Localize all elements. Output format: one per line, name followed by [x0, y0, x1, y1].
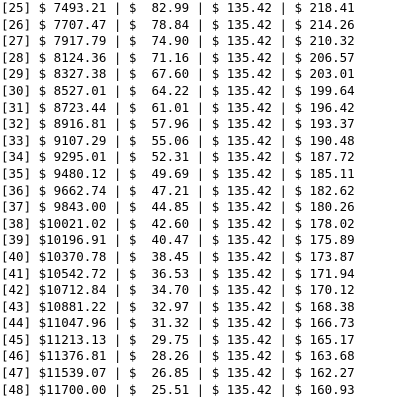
output-line: [35] $ 9480.12 | $ 49.69 | $ 135.42 | $ … [1, 165, 355, 181]
output-line: [37] $ 9843.00 | $ 44.85 | $ 135.42 | $ … [1, 199, 355, 215]
output-line: [41] $10542.72 | $ 36.53 | $ 135.42 | $ … [1, 265, 355, 281]
output-line: [30] $ 8527.01 | $ 64.22 | $ 135.42 | $ … [1, 82, 355, 98]
output-line: [33] $ 9107.29 | $ 55.06 | $ 135.42 | $ … [1, 132, 355, 148]
output-line: [25] $ 7493.21 | $ 82.99 | $ 135.42 | $ … [1, 0, 355, 15]
output-line: [26] $ 7707.47 | $ 78.84 | $ 135.42 | $ … [1, 16, 355, 32]
output-line: [36] $ 9662.74 | $ 47.21 | $ 135.42 | $ … [1, 182, 355, 198]
output-line: [44] $11047.96 | $ 31.32 | $ 135.42 | $ … [1, 315, 355, 331]
output-line: [45] $11213.13 | $ 29.75 | $ 135.42 | $ … [1, 331, 355, 347]
output-line: [48] $11700.00 | $ 25.51 | $ 135.42 | $ … [1, 381, 355, 397]
output-line: [46] $11376.81 | $ 28.26 | $ 135.42 | $ … [1, 348, 355, 364]
output-line: [29] $ 8327.38 | $ 67.60 | $ 135.42 | $ … [1, 66, 355, 82]
output-line: [39] $10196.91 | $ 40.47 | $ 135.42 | $ … [1, 232, 355, 248]
output-line: [28] $ 8124.36 | $ 71.16 | $ 135.42 | $ … [1, 49, 355, 65]
output-line: [47] $11539.07 | $ 26.85 | $ 135.42 | $ … [1, 365, 355, 381]
output-line: [42] $10712.84 | $ 34.70 | $ 135.42 | $ … [1, 282, 355, 298]
output-line: [31] $ 8723.44 | $ 61.01 | $ 135.42 | $ … [1, 99, 355, 115]
output-line: [32] $ 8916.81 | $ 57.96 | $ 135.42 | $ … [1, 116, 355, 132]
output-line: [38] $10021.02 | $ 42.60 | $ 135.42 | $ … [1, 215, 355, 231]
output-line: [34] $ 9295.01 | $ 52.31 | $ 135.42 | $ … [1, 149, 355, 165]
output-line: [27] $ 7917.79 | $ 74.90 | $ 135.42 | $ … [1, 33, 355, 49]
output-line: [40] $10370.78 | $ 38.45 | $ 135.42 | $ … [1, 248, 355, 264]
output-line: [43] $10881.22 | $ 32.97 | $ 135.42 | $ … [1, 298, 355, 314]
